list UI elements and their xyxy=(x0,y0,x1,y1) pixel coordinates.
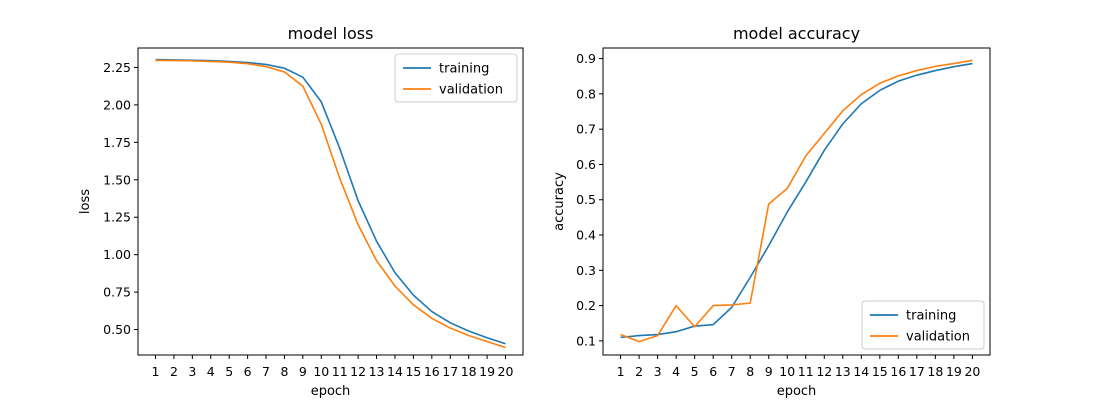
accuracy-chart-line-training xyxy=(620,62,973,339)
loss-chart-ytick-label: 1.75 xyxy=(103,135,131,150)
loss-chart-xtick-label: 2 xyxy=(170,364,178,379)
loss-chart-xtick-label: 9 xyxy=(299,364,307,379)
loss-chart-xtick-label: 20 xyxy=(498,364,514,379)
accuracy-chart-xtick-label: 19 xyxy=(946,364,962,379)
loss-chart-xtick-label: 10 xyxy=(313,364,329,379)
accuracy-chart-xtick-label: 10 xyxy=(779,364,795,379)
accuracy-chart-xtick-label: 16 xyxy=(890,364,906,379)
loss-chart-xtick-label: 5 xyxy=(225,364,233,379)
accuracy-chart-xtick-label: 11 xyxy=(798,364,814,379)
loss-chart-ytick-label: 0.50 xyxy=(103,322,131,337)
accuracy-chart-xtick-label: 20 xyxy=(964,364,980,379)
loss-chart-xtick-label: 14 xyxy=(387,364,403,379)
accuracy-chart-xtick-label: 8 xyxy=(746,364,754,379)
loss-chart-xtick-label: 19 xyxy=(479,364,495,379)
loss-chart-xtick-label: 1 xyxy=(152,364,160,379)
loss-chart-xtick-label: 15 xyxy=(405,364,421,379)
accuracy-chart-xtick-label: 6 xyxy=(709,364,717,379)
loss-chart-line-validation xyxy=(155,59,506,349)
loss-chart-ytick-label: 1.25 xyxy=(103,210,131,225)
loss-chart-legend-label-training: training xyxy=(439,62,489,77)
loss-chart-ytick-label: 2.25 xyxy=(103,60,131,75)
loss-chart-xtick-label: 16 xyxy=(424,364,440,379)
loss-chart-panel: model loss epoch loss 0.50 0.75 1.00 1.25 1.… xyxy=(78,24,524,399)
accuracy-chart-xtick-label: 12 xyxy=(816,364,832,379)
loss-chart-xtick-label: 4 xyxy=(207,364,215,379)
accuracy-chart-xtick-label: 14 xyxy=(853,364,869,379)
accuracy-chart-ytick-label: 0.9 xyxy=(576,51,596,66)
accuracy-chart-legend xyxy=(861,300,985,350)
accuracy-chart-xtick-label: 7 xyxy=(728,364,736,379)
accuracy-chart-legend-label-validation: validation xyxy=(906,330,970,345)
accuracy-chart-legend-label-training: training xyxy=(906,309,956,324)
accuracy-chart-xtick-label: 1 xyxy=(617,364,625,379)
loss-chart-legend xyxy=(394,53,518,103)
loss-chart-xtick-label: 7 xyxy=(262,364,270,379)
accuracy-chart-ytick-label: 0.8 xyxy=(576,86,596,101)
accuracy-chart-ytick-label: 0.5 xyxy=(576,192,596,207)
loss-chart-xtick-label: 8 xyxy=(280,364,288,379)
loss-chart-xtick-label: 13 xyxy=(369,364,385,379)
loss-chart-xtick-label: 12 xyxy=(350,364,366,379)
accuracy-chart-ylabel: accuracy xyxy=(552,172,567,231)
accuracy-chart-xtick-label: 17 xyxy=(909,364,925,379)
accuracy-chart-ytick-label: 0.7 xyxy=(576,122,596,137)
accuracy-chart-xtick-label: 9 xyxy=(765,364,773,379)
loss-chart-ytick-label: 0.75 xyxy=(103,285,131,300)
accuracy-chart-xtick-label: 18 xyxy=(927,364,943,379)
loss-chart-xtick-label: 18 xyxy=(461,364,477,379)
loss-chart-legend-label-validation: validation xyxy=(439,83,503,98)
loss-chart-ytick-label: 1.00 xyxy=(103,247,131,262)
loss-chart-xtick-label: 6 xyxy=(244,364,252,379)
loss-chart-xtick-label: 3 xyxy=(188,364,196,379)
accuracy-chart-ytick-label: 0.2 xyxy=(576,298,596,313)
loss-chart-xtick-label: 11 xyxy=(332,364,348,379)
accuracy-chart-axes-frame xyxy=(602,47,991,356)
loss-chart-ytick-label: 1.50 xyxy=(103,172,131,187)
loss-chart-axes-frame xyxy=(137,47,524,356)
loss-chart-xlabel: epoch xyxy=(311,384,351,399)
accuracy-chart-title: model accuracy xyxy=(733,24,860,43)
accuracy-chart-panel: model accuracy epoch accuracy 0.1 0.2 0.3 0… xyxy=(552,24,991,399)
accuracy-chart-ytick-label: 0.6 xyxy=(576,157,596,172)
accuracy-chart-ytick-label: 0.1 xyxy=(576,333,596,348)
accuracy-chart-xtick-label: 4 xyxy=(672,364,680,379)
accuracy-chart-ytick-label: 0.4 xyxy=(576,228,596,243)
accuracy-chart-xtick-label: 5 xyxy=(691,364,699,379)
loss-chart-ytick-label: 2.00 xyxy=(103,97,131,112)
accuracy-chart-xtick-label: 13 xyxy=(835,364,851,379)
accuracy-chart-xlabel: epoch xyxy=(777,384,817,399)
loss-chart-ylabel: loss xyxy=(78,189,93,214)
accuracy-chart-xtick-label: 3 xyxy=(654,364,662,379)
accuracy-chart-ytick-label: 0.3 xyxy=(576,263,596,278)
accuracy-chart-xtick-label: 2 xyxy=(635,364,643,379)
accuracy-chart-line-validation xyxy=(620,59,973,343)
loss-chart-xtick-label: 17 xyxy=(442,364,458,379)
loss-chart-title: model loss xyxy=(288,24,374,43)
accuracy-chart-xtick-label: 15 xyxy=(872,364,888,379)
